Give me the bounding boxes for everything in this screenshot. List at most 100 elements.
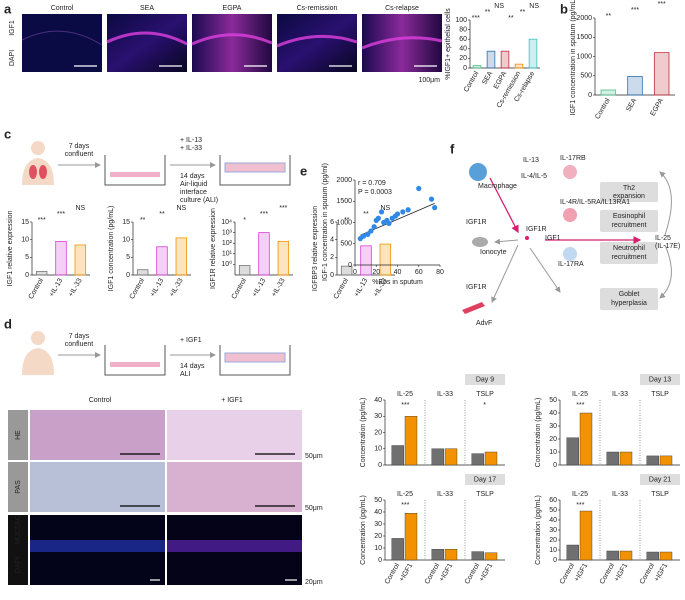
significance: NS xyxy=(176,205,186,212)
x-tick-label: Control xyxy=(231,277,249,300)
culture-well xyxy=(104,155,166,186)
row-tag xyxy=(8,515,28,585)
y-tick-label: 1500 xyxy=(336,198,352,205)
y-tick-label: 30 xyxy=(549,527,557,534)
eos-cell xyxy=(563,208,577,222)
bar xyxy=(444,549,458,561)
epithelium xyxy=(106,31,188,46)
point xyxy=(360,233,367,239)
bar xyxy=(619,451,633,466)
panel-letter: d xyxy=(4,316,12,331)
th2-cell xyxy=(563,165,577,179)
significance: * xyxy=(483,402,486,409)
bar xyxy=(646,455,659,466)
node-label: Th2 xyxy=(623,185,635,192)
y-tick-label: 0 xyxy=(25,272,29,279)
significance: NS xyxy=(529,3,539,10)
micrograph xyxy=(192,14,272,72)
y-tick-label: 10³ xyxy=(222,229,233,236)
bar xyxy=(619,550,633,561)
x-tick-label: +IGF1 xyxy=(653,562,669,583)
y-axis-label: IGF1 concentration (pg/mL) xyxy=(108,206,115,292)
y-axis-label: Concentration (pg/mL) xyxy=(535,398,542,468)
histology xyxy=(30,410,165,460)
bar xyxy=(404,416,418,466)
bar xyxy=(55,241,67,276)
nuclei xyxy=(30,540,165,552)
macrophage-cell xyxy=(469,163,487,181)
micrograph xyxy=(277,14,357,72)
x-tick-label: +IL-33 xyxy=(169,277,185,298)
scale-label: 20μm xyxy=(305,579,323,586)
point xyxy=(378,209,385,215)
bar xyxy=(486,50,496,69)
node-label: IL-25 xyxy=(655,235,671,242)
bar xyxy=(391,445,404,466)
histology xyxy=(30,462,165,512)
y-axis-label: IGF1R relative expression xyxy=(210,208,217,289)
bar xyxy=(600,89,617,96)
y-tick-label: 2 xyxy=(330,254,334,261)
y-tick-label: 15 xyxy=(122,219,130,226)
scale-label: 50μm xyxy=(305,453,323,460)
bar xyxy=(566,437,579,466)
nuclei xyxy=(167,540,302,552)
y-axis-label: %IGF1+ epithelial cells xyxy=(445,8,452,80)
group-label: TSLP xyxy=(476,391,494,398)
histology xyxy=(167,462,302,512)
arrow xyxy=(491,244,519,303)
node-label: recruitment xyxy=(611,254,646,261)
arrow xyxy=(494,238,519,245)
group-label: TSLP xyxy=(476,491,494,498)
y-tick-label: 20 xyxy=(549,436,557,443)
x-tick-label: Control xyxy=(599,562,617,585)
step-text: interface xyxy=(180,189,207,196)
group-label: IL-25 xyxy=(572,491,588,498)
bar xyxy=(431,448,444,466)
point xyxy=(400,209,406,215)
arrow xyxy=(659,171,672,236)
bar xyxy=(484,552,498,561)
x-axis-label: %Eos in sputum xyxy=(372,279,423,286)
x-tick-label: +IGF1 xyxy=(438,562,454,583)
bar xyxy=(653,52,670,96)
significance: NS xyxy=(380,205,390,212)
group-label: TSLP xyxy=(651,391,669,398)
step-text: Air-liquid xyxy=(180,181,207,188)
title-box xyxy=(465,374,505,385)
lungs xyxy=(29,165,37,179)
group-label: Control xyxy=(51,5,74,12)
point xyxy=(368,228,374,234)
significance: *** xyxy=(401,502,409,509)
x-tick-label: +IL-33 xyxy=(68,277,84,298)
bar xyxy=(404,513,418,561)
y-axis-label: Concentration (pg/mL) xyxy=(535,495,542,565)
y-axis-label: IGF1 relative expression xyxy=(7,210,14,286)
x-tick-label: 40 xyxy=(394,269,402,276)
bar xyxy=(606,550,619,561)
step-text: 7 days xyxy=(69,333,90,340)
bar xyxy=(391,538,404,561)
group-label: IL-25 xyxy=(572,391,588,398)
y-tick-label: 80 xyxy=(459,26,467,33)
ionocyte-cell xyxy=(472,237,488,247)
point xyxy=(416,185,422,192)
person-body xyxy=(22,348,54,375)
title-box xyxy=(465,474,505,485)
step-text: 14 days xyxy=(180,173,205,180)
panel-letter: c xyxy=(4,126,11,141)
igf1-dots xyxy=(525,236,529,240)
x-tick-label: +IL-33 xyxy=(271,277,287,298)
y-tick-label: 5 xyxy=(25,254,29,261)
y-tick-label: 0 xyxy=(463,65,467,72)
cells xyxy=(110,172,160,177)
step-text: 7 days xyxy=(69,143,90,150)
arrow xyxy=(659,244,672,299)
point xyxy=(365,231,371,237)
significance: * xyxy=(243,217,246,224)
node-label: AdvF xyxy=(476,320,492,327)
y-tick-label: 30 xyxy=(374,521,382,528)
step-text: confluent xyxy=(65,151,93,158)
culture-well xyxy=(219,155,291,186)
point xyxy=(432,205,438,211)
